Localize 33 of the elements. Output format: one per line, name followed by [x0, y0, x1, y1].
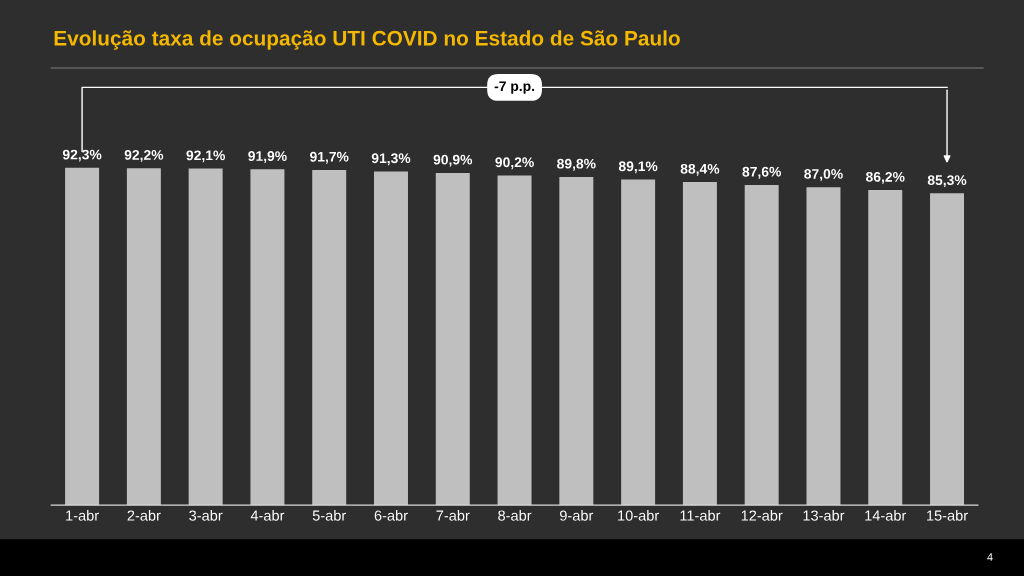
- x-tick-label: 12-abr: [741, 510, 783, 521]
- x-tick-label: 13-abr: [803, 510, 845, 521]
- text: -7 p.p.: [494, 81, 535, 94]
- x-tick-label: 7-abr: [436, 510, 470, 521]
- data-label: 92,2%: [124, 150, 164, 162]
- text: 4: [987, 553, 993, 561]
- data-label: 91,3%: [371, 153, 411, 166]
- x-tick-label: 10-abr: [618, 510, 659, 521]
- x-tick-label: 8-abr: [498, 510, 532, 521]
- x-tick-label: 2-abr: [127, 510, 161, 521]
- data-label: 88,4%: [680, 163, 720, 176]
- data-label: 85,3%: [927, 175, 967, 188]
- x-tick-label: 3-abr: [189, 510, 223, 521]
- x-tick-label: 14-abr: [865, 510, 907, 521]
- data-label: 91,9%: [248, 151, 287, 163]
- x-tick-label: 6-abr: [374, 510, 408, 521]
- data-label: 86,2%: [866, 171, 905, 184]
- x-tick-label: 15-abr: [927, 510, 968, 521]
- x-tick-label: 5-abr: [312, 510, 346, 521]
- data-label: 89,1%: [618, 161, 658, 174]
- data-label: 91,7%: [310, 151, 349, 164]
- data-label: 87,6%: [742, 166, 782, 179]
- data-label: 92,3%: [62, 149, 102, 162]
- data-label: 90,9%: [433, 154, 473, 167]
- x-tick-label: 1-abr: [66, 510, 99, 521]
- data-label: 92,1%: [186, 150, 225, 163]
- data-label: 89,8%: [557, 158, 596, 171]
- data-label: 87,0%: [804, 169, 843, 181]
- chart-title: Evolução taxa de ocupação UTI COVID no Estado de São Paulo: [54, 30, 680, 50]
- x-tick-label: 11-abr: [680, 510, 721, 521]
- x-tick-label: 4-abr: [250, 510, 285, 521]
- data-label: 90,2%: [495, 157, 534, 170]
- x-tick-label: 9-abr: [560, 510, 594, 521]
